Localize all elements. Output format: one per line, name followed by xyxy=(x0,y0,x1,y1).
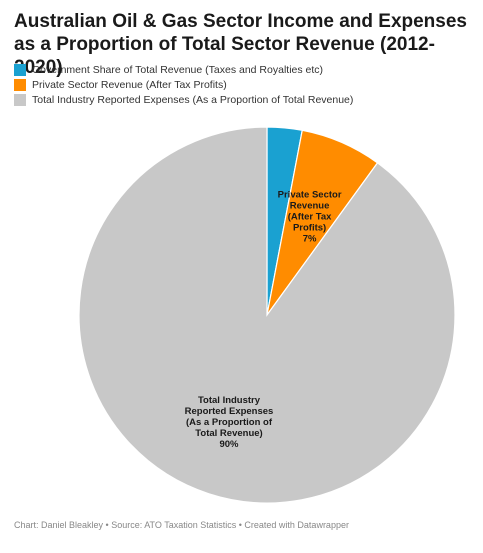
pie-label-line: Reported Expenses xyxy=(185,406,274,417)
chart-title: Australian Oil & Gas Sector Income and E… xyxy=(14,11,467,78)
legend-swatch-private-sector-revenue xyxy=(14,79,26,91)
legend-item-total-industry-expenses: Total Industry Reported Expenses (As a P… xyxy=(14,93,474,107)
legend-item-government-share: Government Share of Total Revenue (Taxes… xyxy=(14,63,474,77)
pie-label-total-industry-expenses: Total Industry Reported Expenses (As a Pro… xyxy=(185,395,274,450)
pie-slices xyxy=(78,126,456,504)
pie-label-line: (As a Proportion of xyxy=(186,417,273,428)
pie-slice-total-industry-expenses xyxy=(78,126,456,504)
pie-label-line: (After Tax xyxy=(288,212,332,223)
pie-value-label: 7% xyxy=(303,234,317,245)
pie-label-private-sector-revenue: Private Sector Revenue (After Tax Profits) 7… xyxy=(278,190,342,245)
pie-label-line: Revenue xyxy=(290,201,330,212)
pie-labels: Private Sector Revenue (After Tax Profits) 7… xyxy=(185,190,342,450)
chart-legend: Government Share of Total Revenue (Taxes… xyxy=(14,63,474,108)
legend-label-private-sector-revenue: Private Sector Revenue (After Tax Profit… xyxy=(32,79,227,91)
chart-footer: Chart: Daniel Bleakley • Source: ATO Tax… xyxy=(14,520,349,530)
pie-value-label: 90% xyxy=(219,439,239,450)
pie-label-line: Private Sector xyxy=(278,190,342,201)
pie-label-line: Profits) xyxy=(293,223,326,234)
legend-swatch-government-share xyxy=(14,64,26,76)
legend-swatch-total-industry-expenses xyxy=(14,94,26,106)
legend-label-total-industry-expenses: Total Industry Reported Expenses (As a P… xyxy=(32,94,354,106)
legend-label-government-share: Government Share of Total Revenue (Taxes… xyxy=(32,64,324,76)
pie-label-line: Total Revenue) xyxy=(195,428,262,439)
legend-item-private-sector-revenue: Private Sector Revenue (After Tax Profit… xyxy=(14,78,474,92)
pie-label-line: Total Industry xyxy=(198,395,261,406)
